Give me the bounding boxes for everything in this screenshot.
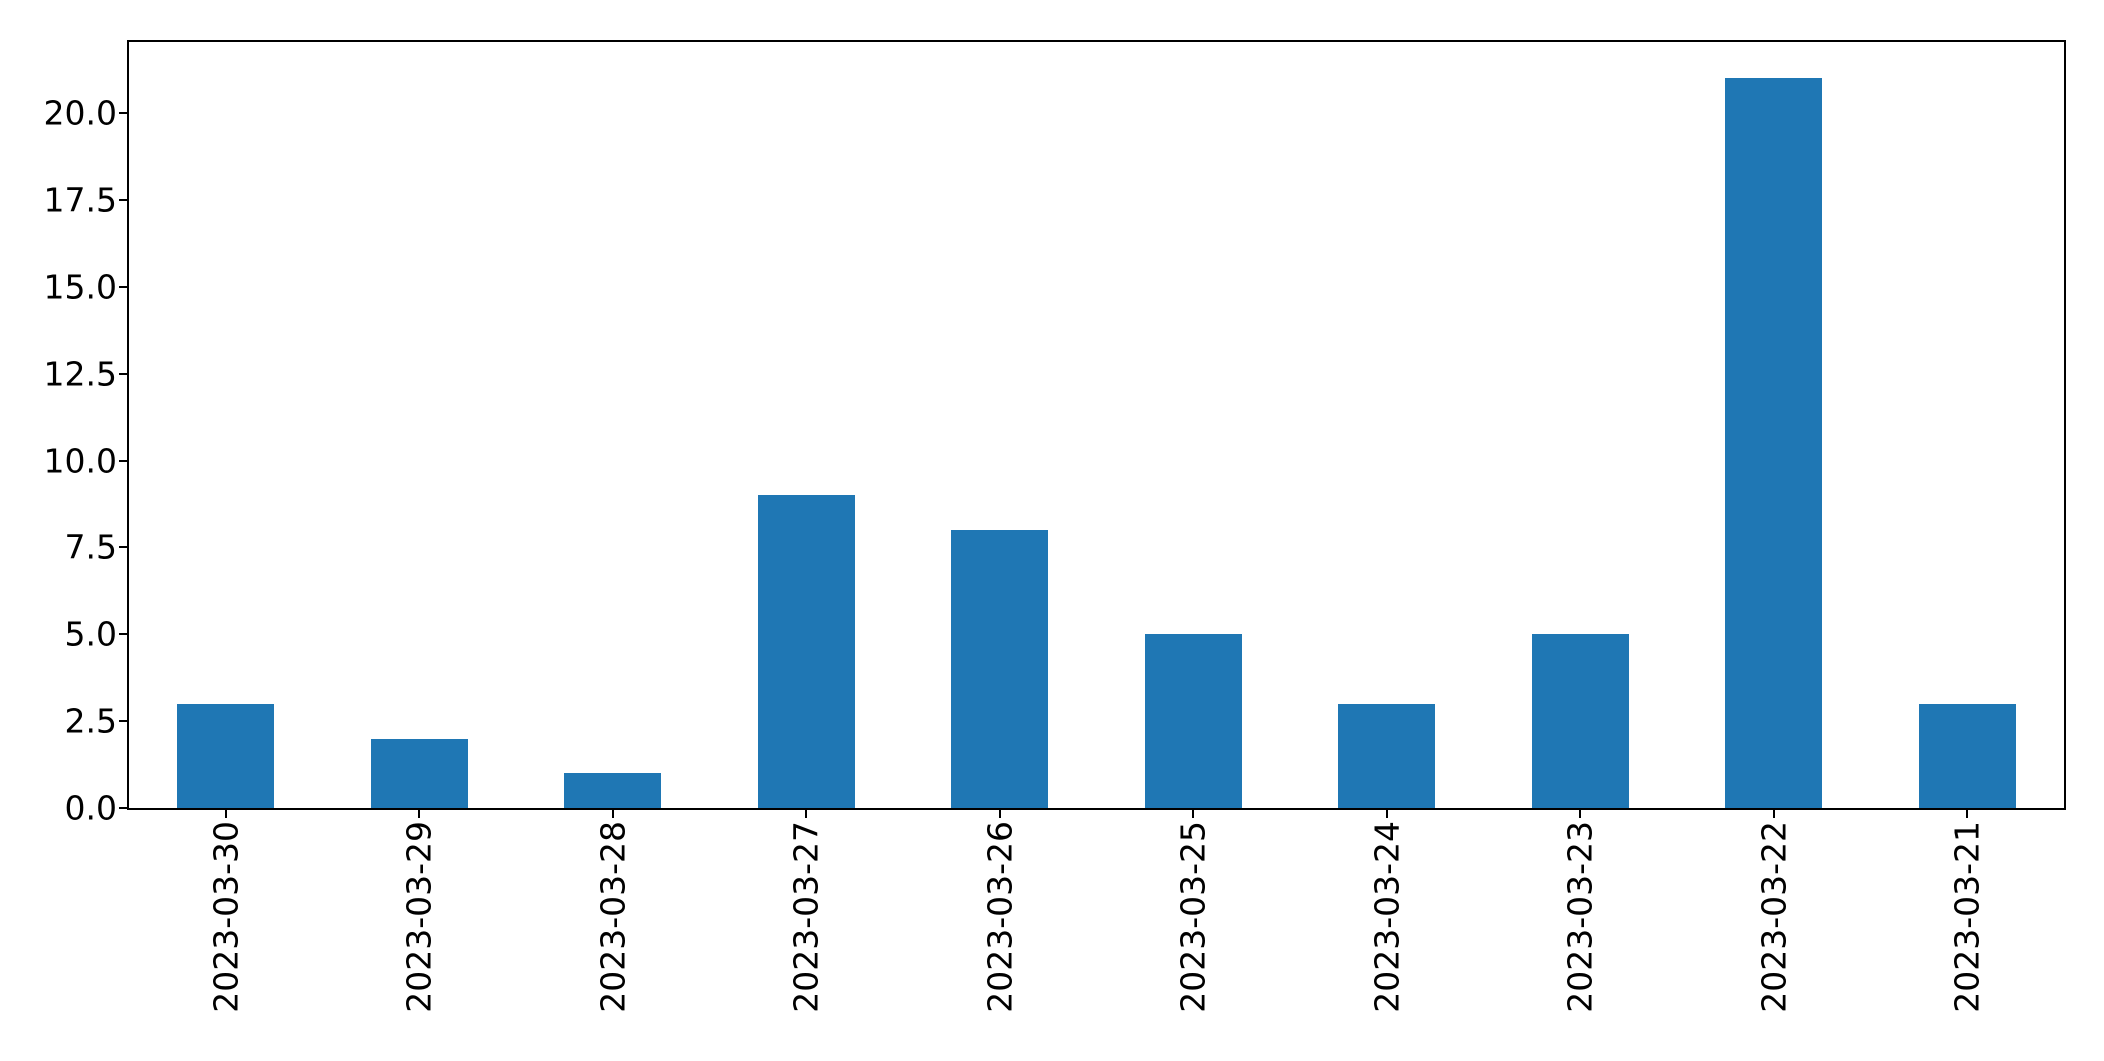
x-axis-tick-label: 2023-03-22 <box>1754 821 1794 1013</box>
x-axis-tick <box>418 810 421 818</box>
y-axis-tick-label: 2.5 <box>64 701 117 741</box>
y-axis-tick <box>119 285 127 288</box>
y-axis-tick <box>119 199 127 202</box>
bar-2023-03-27 <box>757 495 855 808</box>
x-axis-tick <box>1579 810 1582 818</box>
x-axis-tick <box>224 810 227 818</box>
x-axis-tick-label: 2023-03-24 <box>1367 821 1407 1013</box>
x-axis-tick-label: 2023-03-21 <box>1947 821 1987 1013</box>
y-axis-tick-label: 0.0 <box>64 788 117 828</box>
x-axis-tick <box>611 810 614 818</box>
y-axis-tick-label: 20.0 <box>43 93 117 133</box>
y-axis-tick-label: 12.5 <box>43 354 117 394</box>
bar-2023-03-24 <box>1338 703 1436 808</box>
x-axis-tick-label: 2023-03-23 <box>1560 821 1600 1013</box>
x-axis-tick <box>1772 810 1775 818</box>
y-axis-tick <box>119 720 127 723</box>
y-axis-tick-label: 15.0 <box>43 267 117 307</box>
y-axis-tick <box>119 112 127 115</box>
y-axis-tick <box>119 372 127 375</box>
y-axis-tick-label: 5.0 <box>64 614 117 654</box>
x-axis-tick-label: 2023-03-26 <box>980 821 1020 1013</box>
y-axis-tick-label: 10.0 <box>43 441 117 481</box>
y-axis-tick-label: 17.5 <box>43 180 117 220</box>
x-axis-tick <box>1385 810 1388 818</box>
plot-area: 0.0 2.5 5.0 7.5 10.0 12.5 15.0 17.5 20.0 2023-03-… <box>44 40 2066 1013</box>
bar-2023-03-22 <box>1725 78 1823 808</box>
bar-2023-03-23 <box>1531 634 1629 808</box>
x-axis-tick <box>1966 810 1969 818</box>
bar-2023-03-26 <box>951 530 1049 808</box>
y-axis-tick-label: 7.5 <box>64 527 117 567</box>
bar-2023-03-21 <box>1918 703 2016 808</box>
x-axis-tick <box>805 810 808 818</box>
x-axis-tick-label: 2023-03-25 <box>1173 821 1213 1013</box>
x-axis-tick-label: 2023-03-29 <box>399 821 439 1013</box>
bar-2023-03-25 <box>1144 634 1242 808</box>
bar-2023-03-30 <box>177 703 275 808</box>
x-axis-tick-label: 2023-03-30 <box>206 821 246 1013</box>
x-axis-tick <box>998 810 1001 818</box>
y-axis-tick <box>119 633 127 636</box>
bar-2023-03-29 <box>370 738 468 808</box>
x-axis-tick-label: 2023-03-27 <box>786 821 826 1013</box>
x-axis-tick-label: 2023-03-28 <box>593 821 633 1013</box>
x-axis-tick <box>1192 810 1195 818</box>
y-axis-tick <box>119 459 127 462</box>
y-axis-tick <box>119 546 127 549</box>
bar-2023-03-28 <box>564 773 662 808</box>
y-axis-tick <box>119 807 127 809</box>
